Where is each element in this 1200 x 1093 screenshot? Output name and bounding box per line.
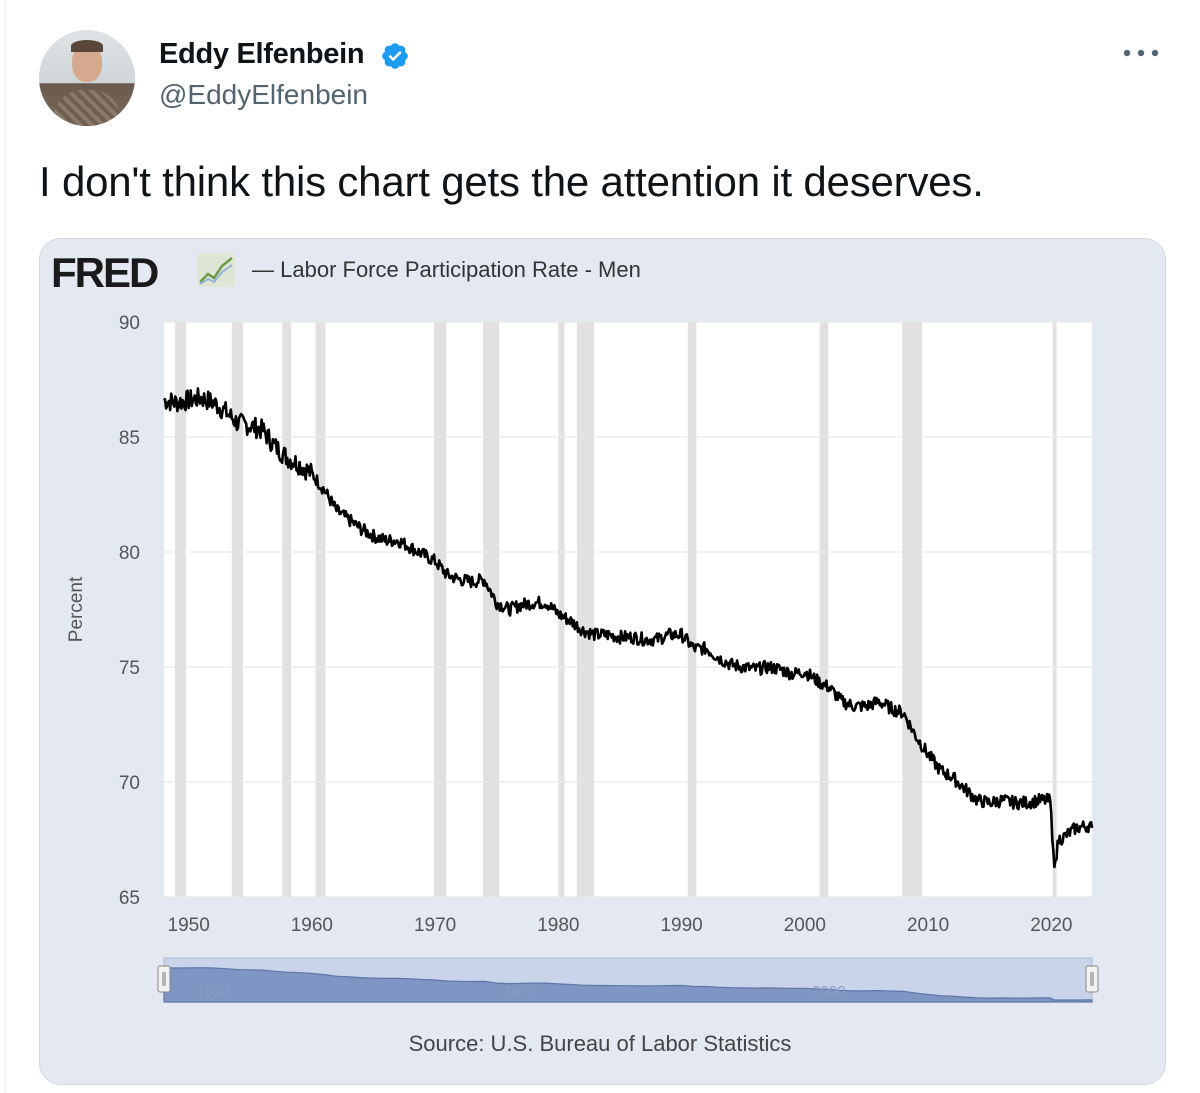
plot-area — [164, 322, 1092, 897]
y-tick-label: 85 — [119, 428, 140, 449]
recession-band — [576, 322, 595, 897]
tweet-text: I don't think this chart gets the attent… — [39, 158, 984, 205]
x-tick-label: 1950 — [168, 915, 210, 936]
series-line — [162, 387, 1094, 869]
avatar-shirt — [53, 90, 121, 126]
x-tick-label: 2020 — [1030, 915, 1072, 936]
x-tick-label: 1980 — [537, 915, 579, 936]
recession-band — [483, 322, 500, 897]
recession-band — [175, 322, 187, 897]
recession-band — [558, 322, 565, 897]
recession-band — [282, 322, 291, 897]
navigator-label: 1975 — [504, 983, 537, 1000]
y-tick-label: 65 — [119, 888, 140, 909]
navigator-series — [163, 967, 1093, 1003]
recession-band — [1052, 322, 1057, 897]
x-tick-label: 1990 — [660, 915, 702, 936]
recession-band — [315, 322, 326, 897]
navigator-handle-right[interactable] — [1085, 965, 1099, 993]
recession-band — [687, 322, 697, 897]
avatar[interactable] — [39, 30, 135, 126]
author-handle[interactable]: @EddyElfenbein — [159, 79, 369, 110]
fred-trend-icon — [197, 253, 235, 287]
x-tick-label: 1960 — [291, 915, 333, 936]
fred-logo: FRED — [51, 249, 159, 296]
verified-badge-icon — [382, 43, 408, 69]
chart-source: Source: U.S. Bureau of Labor Statistics — [0, 1031, 1200, 1057]
y-tick-label: 75 — [119, 658, 140, 679]
y-tick-label: 70 — [119, 773, 140, 794]
navigator-handle-left[interactable] — [157, 965, 171, 993]
x-tick-label: 2010 — [907, 915, 949, 936]
navigator-label: 2000 — [812, 983, 845, 1000]
more-dots-icon[interactable] — [1118, 38, 1164, 68]
y-tick-label: 80 — [119, 543, 140, 564]
x-tick-label: 1970 — [414, 915, 456, 936]
avatar-hair — [71, 40, 103, 52]
x-tick-label: 2000 — [784, 915, 826, 936]
navigator-label: 1950 — [196, 983, 229, 1000]
series-title: — Labor Force Participation Rate - Men — [252, 257, 641, 283]
series-dash: — — [252, 257, 274, 282]
series-name: Labor Force Participation Rate - Men — [280, 257, 641, 282]
recession-band — [819, 322, 829, 897]
author-name[interactable]: Eddy Elfenbein — [159, 38, 365, 70]
y-axis-label: Percent — [66, 576, 87, 642]
recession-band — [902, 322, 922, 897]
fred-chart[interactable]: 65 70 75 80 85 90 1950 1960 1970 1980 1990 2000 2010… — [40, 300, 1164, 1020]
source-text: Source: U.S. Bureau of Labor Statistics — [408, 1031, 792, 1056]
timeline-border — [5, 0, 6, 1093]
recession-band — [231, 322, 243, 897]
y-tick-label: 90 — [119, 313, 140, 334]
recession-band — [433, 322, 447, 897]
